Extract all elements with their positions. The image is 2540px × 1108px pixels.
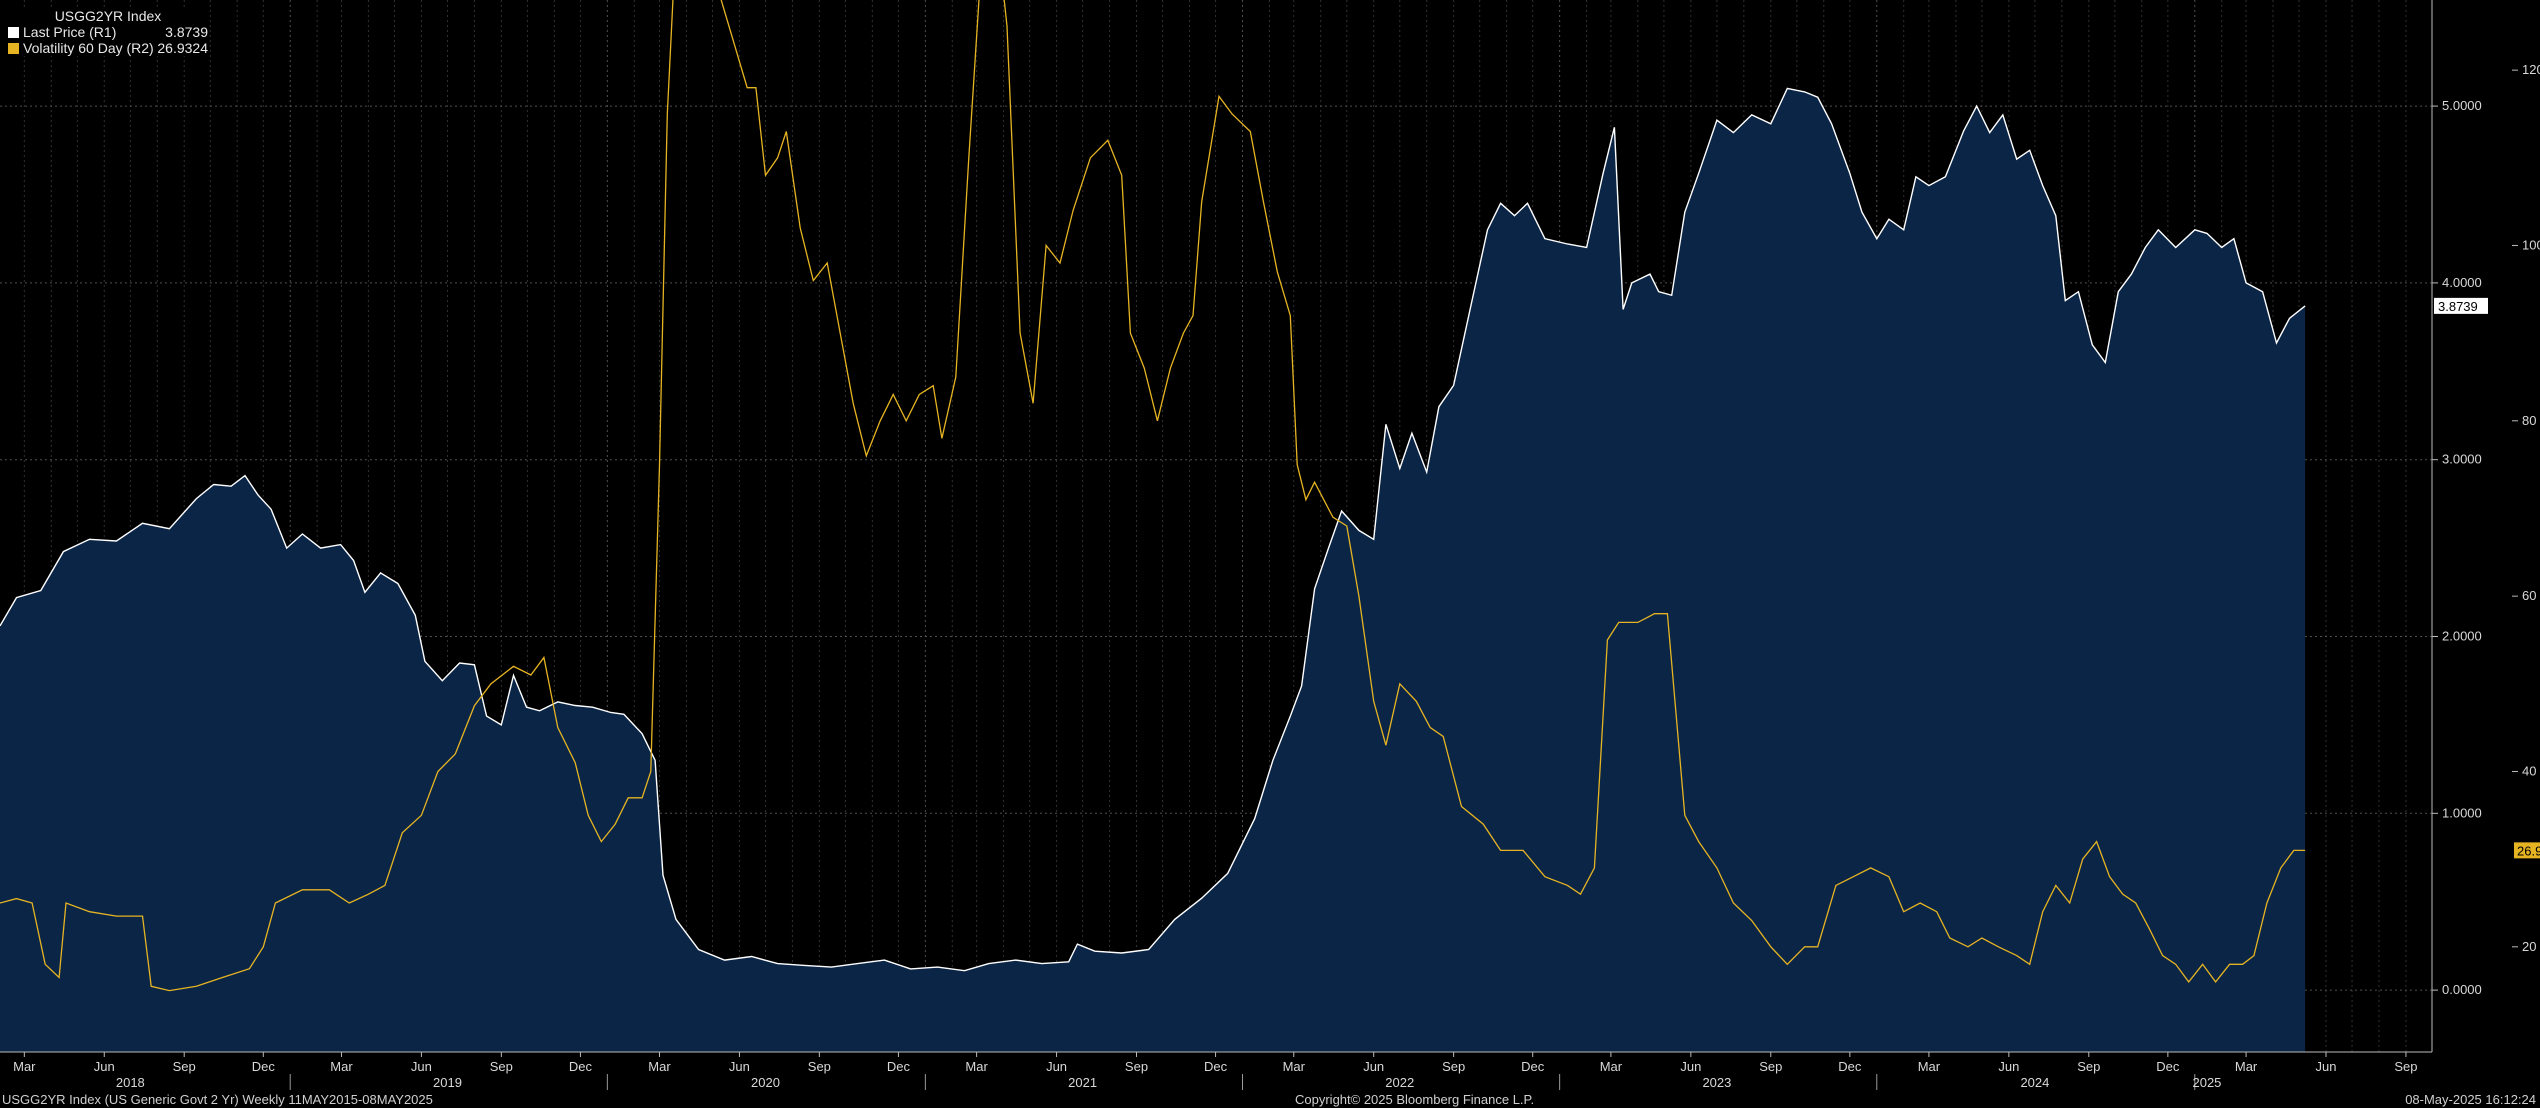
r1-tick-label: 5.0000: [2442, 98, 2482, 113]
month-tick-label: Jun: [1363, 1059, 1384, 1074]
month-tick-label: Jun: [94, 1059, 115, 1074]
legend-item-price: Last Price (R1) 3.8739: [8, 24, 208, 40]
year-tick-label: 2019: [433, 1075, 462, 1090]
footer-timestamp: 08-May-2025 16:12:24: [2405, 1092, 2536, 1107]
r1-tick-label: 4.0000: [2442, 275, 2482, 290]
volatility-swatch-icon: [8, 42, 19, 54]
price-series-line: [0, 87, 2306, 972]
time-axis: Mar Jun Sep Dec Mar Jun Sep Dec Mar Jun Sep Dec Mar J…: [0, 1051, 2432, 1090]
month-tick-label: Mar: [965, 1059, 988, 1074]
month-tick-label: Mar: [1600, 1059, 1623, 1074]
legend-label-price: Last Price (R1): [23, 24, 117, 40]
legend-value-price: 3.8739: [165, 24, 208, 40]
right-axis: 0.0000 1.0000 2.0000 3.0000 4.0000 5.0000 20 40…: [2431, 0, 2540, 1052]
month-tick-label: Jun: [2316, 1059, 2337, 1074]
month-tick-label: Sep: [808, 1059, 831, 1074]
year-tick-label: 2022: [1385, 1075, 1414, 1090]
month-tick-label: Jun: [1680, 1059, 1701, 1074]
volatility-last-value: 26.932: [2517, 843, 2540, 858]
r1-tick-label: 2.0000: [2442, 629, 2482, 644]
footer-security-info: USGG2YR Index (US Generic Govt 2 Yr) Wee…: [2, 1092, 433, 1107]
volatility-series-line: [0, 0, 2306, 992]
month-tick-label: Dec: [252, 1059, 276, 1074]
legend-title: USGG2YR Index: [54, 8, 162, 24]
month-tick-label: Sep: [173, 1059, 196, 1074]
r1-tick-label: 0.0000: [2442, 982, 2482, 997]
legend-item-volatility: Volatility 60 Day (R2) 26.9324: [8, 40, 208, 56]
month-tick-label: Jun: [411, 1059, 432, 1074]
month-tick-label: Mar: [1918, 1059, 1941, 1074]
r2-tick-label: 60: [2522, 588, 2536, 603]
month-tick-label: Sep: [1759, 1059, 1782, 1074]
r2-tick-label: 20: [2522, 939, 2536, 954]
price-area-fill: [0, 88, 2306, 1052]
month-tick-label: Jun: [1998, 1059, 2019, 1074]
year-tick-label: 2021: [1068, 1075, 1097, 1090]
legend-value-volatility: 26.9324: [157, 40, 208, 56]
month-tick-label: Dec: [1521, 1059, 1545, 1074]
volatility-last-value-tag: [2514, 842, 2540, 859]
month-tick-label: Mar: [2235, 1059, 2258, 1074]
price-last-value: 3.8739: [2438, 299, 2478, 314]
r2-tick-label: 120: [2522, 62, 2540, 77]
year-tick-label: 2024: [2020, 1075, 2049, 1090]
price-last-value-tag: [2434, 297, 2488, 314]
month-tick-label: Jun: [729, 1059, 750, 1074]
r1-tick-label: 3.0000: [2442, 452, 2482, 467]
month-tick-label: Sep: [490, 1059, 513, 1074]
year-tick-label: 2025: [2192, 1075, 2221, 1090]
r2-tick-label: 80: [2522, 413, 2536, 428]
month-tick-label: Dec: [887, 1059, 911, 1074]
month-tick-label: Dec: [569, 1059, 593, 1074]
year-tick-label: 2023: [1702, 1075, 1731, 1090]
month-tick-label: Dec: [1204, 1059, 1228, 1074]
month-tick-label: Mar: [330, 1059, 353, 1074]
r1-tick-label: 1.0000: [2442, 805, 2482, 820]
month-tick-label: Dec: [2156, 1059, 2180, 1074]
year-tick-label: 2018: [116, 1075, 145, 1090]
month-tick-label: Mar: [1283, 1059, 1306, 1074]
month-tick-label: Jun: [1046, 1059, 1067, 1074]
month-tick-label: Sep: [1125, 1059, 1148, 1074]
month-tick-label: Sep: [2394, 1059, 2417, 1074]
month-tick-label: Mar: [13, 1059, 36, 1074]
year-tick-label: 2020: [751, 1075, 780, 1090]
legend-label-volatility: Volatility 60 Day (R2): [23, 40, 154, 56]
r2-tick-label: 40: [2522, 763, 2536, 778]
month-tick-label: Sep: [1442, 1059, 1465, 1074]
footer-copyright: Copyright© 2025 Bloomberg Finance L.P.: [1295, 1092, 1535, 1107]
month-tick-label: Sep: [2077, 1059, 2100, 1074]
legend: USGG2YR Index Last Price (R1) 3.8739 Vol…: [8, 8, 208, 56]
r2-tick-label: 100: [2522, 237, 2540, 252]
month-tick-label: Mar: [648, 1059, 671, 1074]
month-tick-label: Dec: [1838, 1059, 1862, 1074]
price-swatch-icon: [8, 26, 19, 38]
